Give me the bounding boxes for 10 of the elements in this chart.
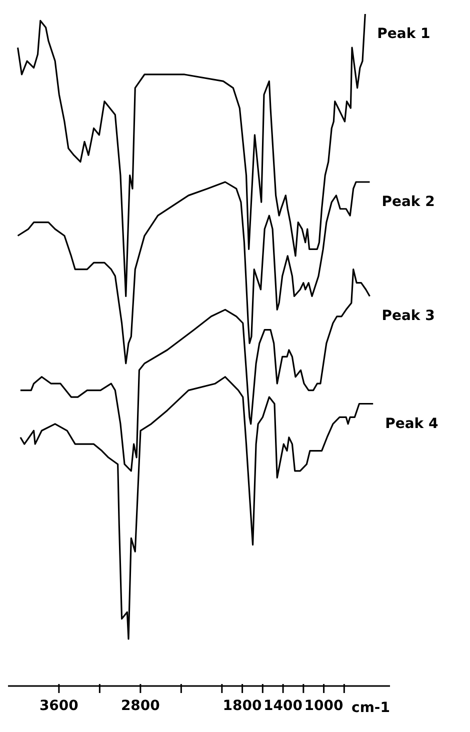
x-tick-label: 1400: [264, 698, 303, 714]
x-axis-title: cm-1: [352, 700, 390, 716]
x-tick-label: 1800: [222, 698, 262, 714]
series-label: Peak 2: [382, 194, 435, 210]
series-label: Peak 4: [385, 416, 438, 432]
x-tick-label: 2800: [120, 698, 160, 714]
x-tick-label: 3600: [39, 698, 79, 714]
x-tick-label: 1000: [304, 698, 344, 714]
series-label: Peak 1: [377, 26, 430, 42]
series-label: Peak 3: [382, 308, 435, 324]
